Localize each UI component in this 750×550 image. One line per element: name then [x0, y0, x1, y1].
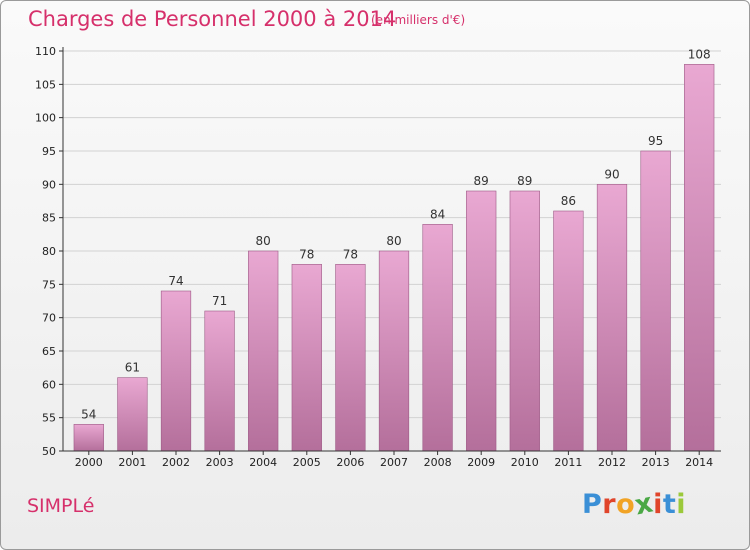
data-label: 89	[474, 174, 489, 188]
y-tick-label: 60	[42, 378, 56, 391]
x-tick-label: 2014	[685, 456, 713, 469]
bars	[73, 64, 715, 452]
x-tick-label: 2011	[554, 456, 582, 469]
logo-letter: t	[662, 489, 677, 520]
bar-2013	[640, 150, 671, 452]
commune-name: SIMPLé	[27, 495, 95, 517]
y-tick-label: 110	[35, 45, 56, 58]
data-label: 78	[343, 247, 358, 261]
bar-2000	[73, 424, 104, 452]
logo-letter: r	[602, 489, 617, 520]
x-tick-label: 2013	[642, 456, 670, 469]
x-tick-label: 2012	[598, 456, 626, 469]
bar-2010	[509, 190, 540, 452]
bar-2007	[378, 250, 410, 452]
bar-2006	[335, 264, 366, 452]
logo-letter: i	[653, 489, 663, 520]
y-axis: 50 55 60 65 70 75 80 85 90 95 100 105 110	[35, 45, 64, 458]
data-label: 84	[430, 207, 445, 221]
data-labels: 54 61 74 71 80 78 78 80 84 89 89 86 90 95 108	[81, 47, 710, 421]
x-tick-label: 2002	[162, 456, 190, 469]
data-label: 78	[299, 247, 314, 261]
data-label: 80	[386, 234, 401, 248]
data-label: 54	[81, 407, 96, 421]
data-label: 95	[648, 134, 663, 148]
bar-2008	[422, 224, 453, 452]
y-tick-label: 75	[42, 278, 56, 291]
bar-2014	[684, 64, 715, 452]
bar-2005	[291, 264, 322, 452]
x-tick-label: 2000	[75, 456, 103, 469]
logo-letter: o	[616, 489, 636, 520]
data-label: 89	[517, 174, 532, 188]
bar-2004	[248, 250, 279, 452]
bar-2012	[596, 184, 628, 452]
x-tick-label: 2006	[336, 456, 364, 469]
bar-2003	[204, 310, 235, 452]
y-tick-label: 50	[42, 445, 56, 458]
y-tick-label: 65	[42, 345, 56, 358]
chart-title: Charges de Personnel 2000 à 2014	[28, 7, 397, 31]
x-tick-label: 2003	[206, 456, 234, 469]
y-tick-label: 100	[35, 112, 56, 125]
x-tick-label: 2010	[511, 456, 539, 469]
data-label: 80	[256, 234, 271, 248]
y-tick-label: 95	[42, 145, 56, 158]
proxiti-logo: Proxiti	[582, 487, 687, 521]
y-tick-label: 105	[35, 78, 56, 91]
y-tick-label: 70	[42, 312, 56, 325]
bar-2001	[117, 377, 148, 452]
data-label: 108	[688, 47, 711, 61]
y-tick-label: 80	[42, 245, 56, 258]
x-tick-label: 2004	[249, 456, 277, 469]
data-label: 61	[125, 361, 140, 375]
data-label: 74	[168, 274, 183, 288]
data-label: 71	[212, 294, 227, 308]
x-axis: 2000 2001 2002 2003 2004 2005 2006 2007 2008 2009…	[63, 450, 721, 469]
x-tick-label: 2007	[380, 456, 408, 469]
x-tick-label: 2009	[467, 456, 495, 469]
chart-subtitle: (en milliers d'€)	[371, 13, 466, 27]
data-label: 90	[604, 167, 619, 181]
x-tick-label: 2005	[293, 456, 321, 469]
data-label: 86	[561, 194, 576, 208]
y-tick-label: 55	[42, 412, 56, 425]
bar-2011	[553, 210, 584, 452]
x-tick-label: 2001	[118, 456, 146, 469]
bar-2009	[466, 190, 497, 452]
logo-letter: i	[676, 489, 687, 520]
y-tick-label: 90	[42, 178, 56, 191]
logo-letter: P	[582, 489, 603, 520]
x-tick-label: 2008	[424, 456, 452, 469]
bar-2002	[160, 290, 192, 452]
y-tick-label: 85	[42, 212, 56, 225]
